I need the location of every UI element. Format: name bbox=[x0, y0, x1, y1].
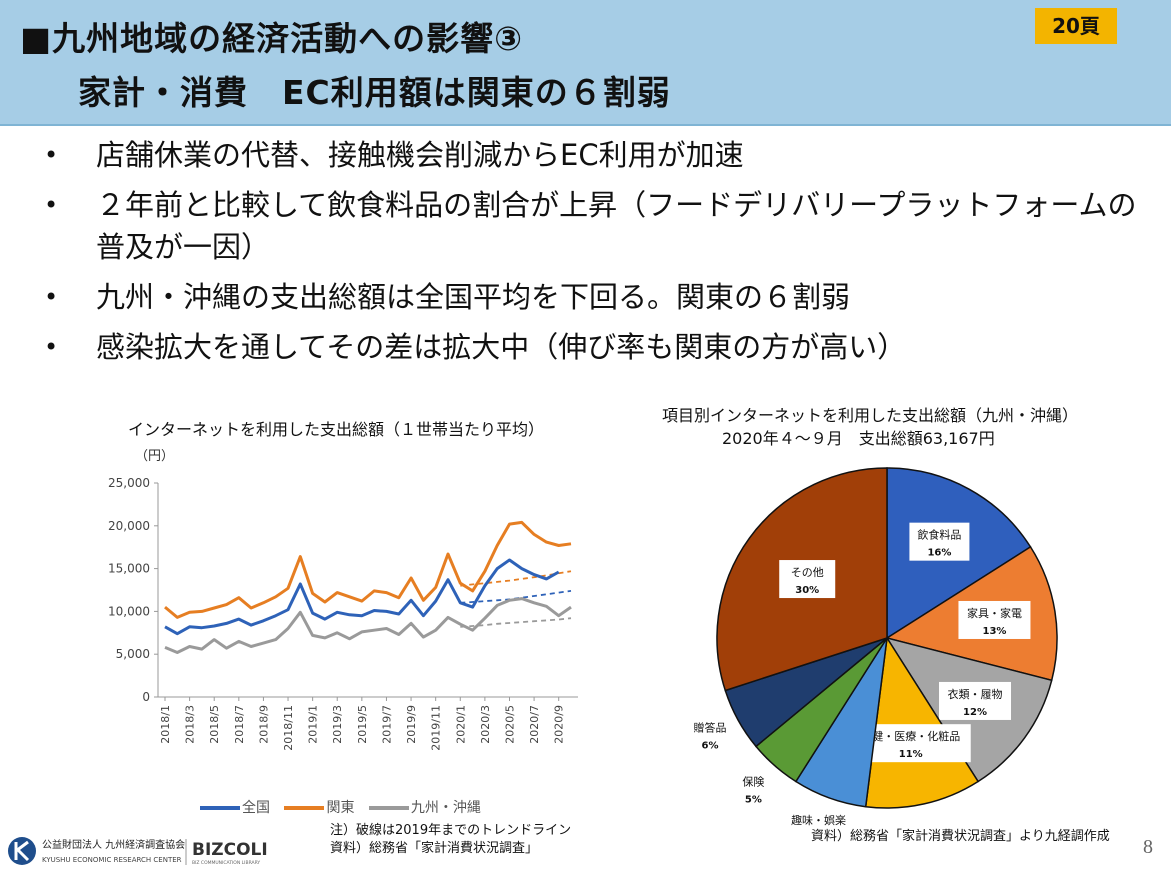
bullet-marker: • bbox=[44, 141, 59, 169]
slice-category-label: 趣味・娯楽 bbox=[791, 813, 846, 827]
org-emblem-icon bbox=[8, 837, 36, 865]
legend-swatch bbox=[200, 806, 240, 810]
x-tick-label: 2020/7 bbox=[528, 705, 541, 744]
x-tick-label: 2018/9 bbox=[257, 705, 270, 744]
slice-category-label: 家具・家電 bbox=[967, 606, 1022, 620]
x-tick-label: 2019/5 bbox=[356, 705, 369, 744]
legend-label: 全国 bbox=[242, 800, 270, 816]
x-tick-label: 2018/7 bbox=[233, 705, 246, 744]
slice-percent-label: 6% bbox=[701, 740, 718, 751]
slice-percent-label: 5% bbox=[745, 795, 762, 806]
legend-swatch bbox=[284, 806, 325, 810]
legend-item: 全国 bbox=[200, 797, 270, 817]
slice-category-label: その他 bbox=[791, 566, 824, 579]
legend-label: 九州・沖縄 bbox=[410, 800, 481, 816]
bullet-marker: • bbox=[44, 191, 59, 219]
series-line bbox=[164, 520, 572, 619]
y-tick-label: 10,000 bbox=[108, 604, 150, 618]
y-axis-unit-label: （円） bbox=[135, 449, 174, 464]
x-tick-label: 2019/9 bbox=[405, 705, 418, 744]
pie-slice-label: 保険 5% bbox=[742, 775, 764, 806]
pie-slice bbox=[864, 635, 980, 809]
legend-item: 関東 bbox=[284, 797, 354, 817]
x-tick-label: 2018/3 bbox=[184, 705, 197, 744]
x-tick-label: 2018/1 bbox=[159, 705, 172, 744]
page-reference-badge: 20頁 bbox=[1035, 8, 1117, 44]
y-tick-label: 25,000 bbox=[108, 476, 150, 490]
brand-subtitle: BIZ COMMUNICATION LIBRARY bbox=[192, 860, 260, 866]
bullet-list: • 店舗休業の代替、接触機会削減からEC利用が加速 • ２年前と比較して飲食料品の割… bbox=[44, 134, 1154, 376]
pie-slice-label: 飲食料品 16% bbox=[909, 522, 970, 561]
bullet-text: 九州・沖縄の支出総額は全国平均を下回る。関東の６割弱 bbox=[96, 280, 851, 314]
bullet-text: 感染拡大を通してその差は拡大中（伸び率も関東の方が高い） bbox=[96, 330, 907, 364]
x-tick-label: 2019/1 bbox=[307, 705, 320, 744]
slice-percent-label: 11% bbox=[899, 749, 923, 760]
y-tick-label: 0 bbox=[142, 690, 150, 704]
bullet-item: • 店舗休業の代替、接触機会削減からEC利用が加速 bbox=[44, 134, 1154, 176]
legend-label: 関東 bbox=[326, 800, 355, 816]
slice-label-box bbox=[958, 600, 1031, 639]
bullet-item: • 九州・沖縄の支出総額は全国平均を下回る。関東の６割弱 bbox=[44, 276, 1154, 318]
line-chart-source: 資料）総務省「家計消費状況調査」 bbox=[330, 841, 539, 856]
bullet-text: 店舗休業の代替、接触機会削減からEC利用が加速 bbox=[96, 138, 744, 172]
pie-slice-label: 趣味・娯楽7% bbox=[791, 813, 846, 827]
line-chart-title: インターネットを利用した支出総額（１世帯当たり平均） bbox=[128, 420, 545, 439]
slide-title-line1: ■九州地域の経済活動への影響③ bbox=[20, 19, 524, 58]
pie-chart-title: 項目別インターネットを利用した支出総額（九州・沖縄） bbox=[662, 406, 1079, 425]
slice-category-label: 贈答品 bbox=[693, 720, 726, 734]
slide-title-line2: 家計・消費 EC利用額は関東の６割弱 bbox=[78, 73, 671, 112]
slice-category-label: 保険 bbox=[742, 775, 764, 789]
org-name-en: KYUSHU ECONOMIC RESEARCH CENTER bbox=[42, 856, 182, 864]
series-line bbox=[164, 558, 560, 636]
bullet-marker: • bbox=[44, 333, 59, 361]
pie-chart-subtitle: 2020年４～９月 支出総額63,167円 bbox=[722, 429, 995, 448]
bullet-item: • 感染拡大を通してその差は拡大中（伸び率も関東の方が高い） bbox=[44, 326, 1154, 368]
slice-percent-label: 16% bbox=[927, 548, 951, 559]
legend-item: 九州・沖縄 bbox=[368, 797, 481, 817]
pie-chart: 飲食料品 16% 家具・家電 13% 衣類・履物 12%保健・医療・化粧品 11% 趣味・娯楽… bbox=[693, 467, 1058, 827]
slice-label-box bbox=[939, 681, 1012, 720]
pie-slice-label: その他 30% bbox=[779, 560, 836, 599]
org-name-jp: 公益財団法人 九州経済調査協会 bbox=[42, 838, 185, 851]
x-tick-label: 2019/3 bbox=[331, 705, 344, 744]
pie-slice-label: 贈答品 6% bbox=[693, 720, 726, 751]
title-banner: ■九州地域の経済活動への影響③ 家計・消費 EC利用額は関東の６割弱 20頁 bbox=[0, 0, 1171, 126]
page-number: 8 bbox=[1143, 836, 1153, 858]
pie-slice-label: 衣類・履物 12% bbox=[939, 681, 1012, 720]
slice-category-label: 衣類・履物 bbox=[948, 687, 1003, 701]
slice-category-label: 保健・医療・化粧品 bbox=[861, 729, 960, 743]
bullet-item: • ２年前と比較して飲食料品の割合が上昇（フードデリバリープラットフォームの普及が… bbox=[44, 184, 1154, 268]
y-tick-label: 20,000 bbox=[108, 519, 150, 533]
x-tick-label: 2020/3 bbox=[479, 705, 492, 744]
y-tick-label: 15,000 bbox=[108, 562, 150, 576]
pie-chart-source: 資料）総務省「家計消費状況調査」より九経調作成 bbox=[811, 829, 1110, 844]
pie-slice-label: 家具・家電 13% bbox=[958, 600, 1031, 639]
y-tick-label: 5,000 bbox=[116, 647, 150, 661]
slice-category-label: 飲食料品 bbox=[917, 528, 961, 542]
x-tick-label: 2020/5 bbox=[503, 705, 516, 744]
x-tick-label: 2018/5 bbox=[208, 705, 221, 744]
bullet-text: ２年前と比較して飲食料品の割合が上昇（フードデリバリープラットフォームの普及が一… bbox=[96, 188, 1137, 264]
x-tick-label: 2020/1 bbox=[454, 705, 467, 744]
line-chart: （円） 0 5,000 10,000 15,000 20,000 25,000 2018/1 2… bbox=[108, 449, 578, 751]
series-line bbox=[164, 597, 572, 654]
x-tick-label: 2019/11 bbox=[430, 705, 443, 751]
slice-label-box bbox=[909, 522, 970, 561]
bullet-marker: • bbox=[44, 283, 59, 311]
slice-label-box bbox=[779, 560, 836, 599]
trend-note: 注）破線は2019年までのトレンドライン bbox=[330, 823, 572, 838]
line-chart-legend: 全国 関東 九州・沖縄 bbox=[200, 797, 491, 817]
slice-percent-label: 30% bbox=[795, 585, 819, 596]
x-tick-label: 2018/11 bbox=[282, 705, 295, 751]
slice-percent-label: 13% bbox=[982, 626, 1006, 637]
legend-swatch bbox=[368, 806, 409, 810]
slice-percent-label: 12% bbox=[963, 707, 987, 718]
organization-logo: 公益財団法人 九州経済調査協会 KYUSHU ECONOMIC RESEARCH… bbox=[8, 837, 268, 866]
x-tick-label: 2020/9 bbox=[553, 705, 566, 744]
brand-name: BIZCOLI bbox=[192, 840, 268, 860]
x-tick-label: 2019/7 bbox=[380, 705, 393, 744]
